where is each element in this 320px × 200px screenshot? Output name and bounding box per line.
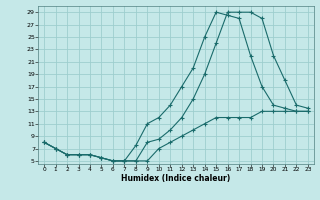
X-axis label: Humidex (Indice chaleur): Humidex (Indice chaleur): [121, 174, 231, 183]
